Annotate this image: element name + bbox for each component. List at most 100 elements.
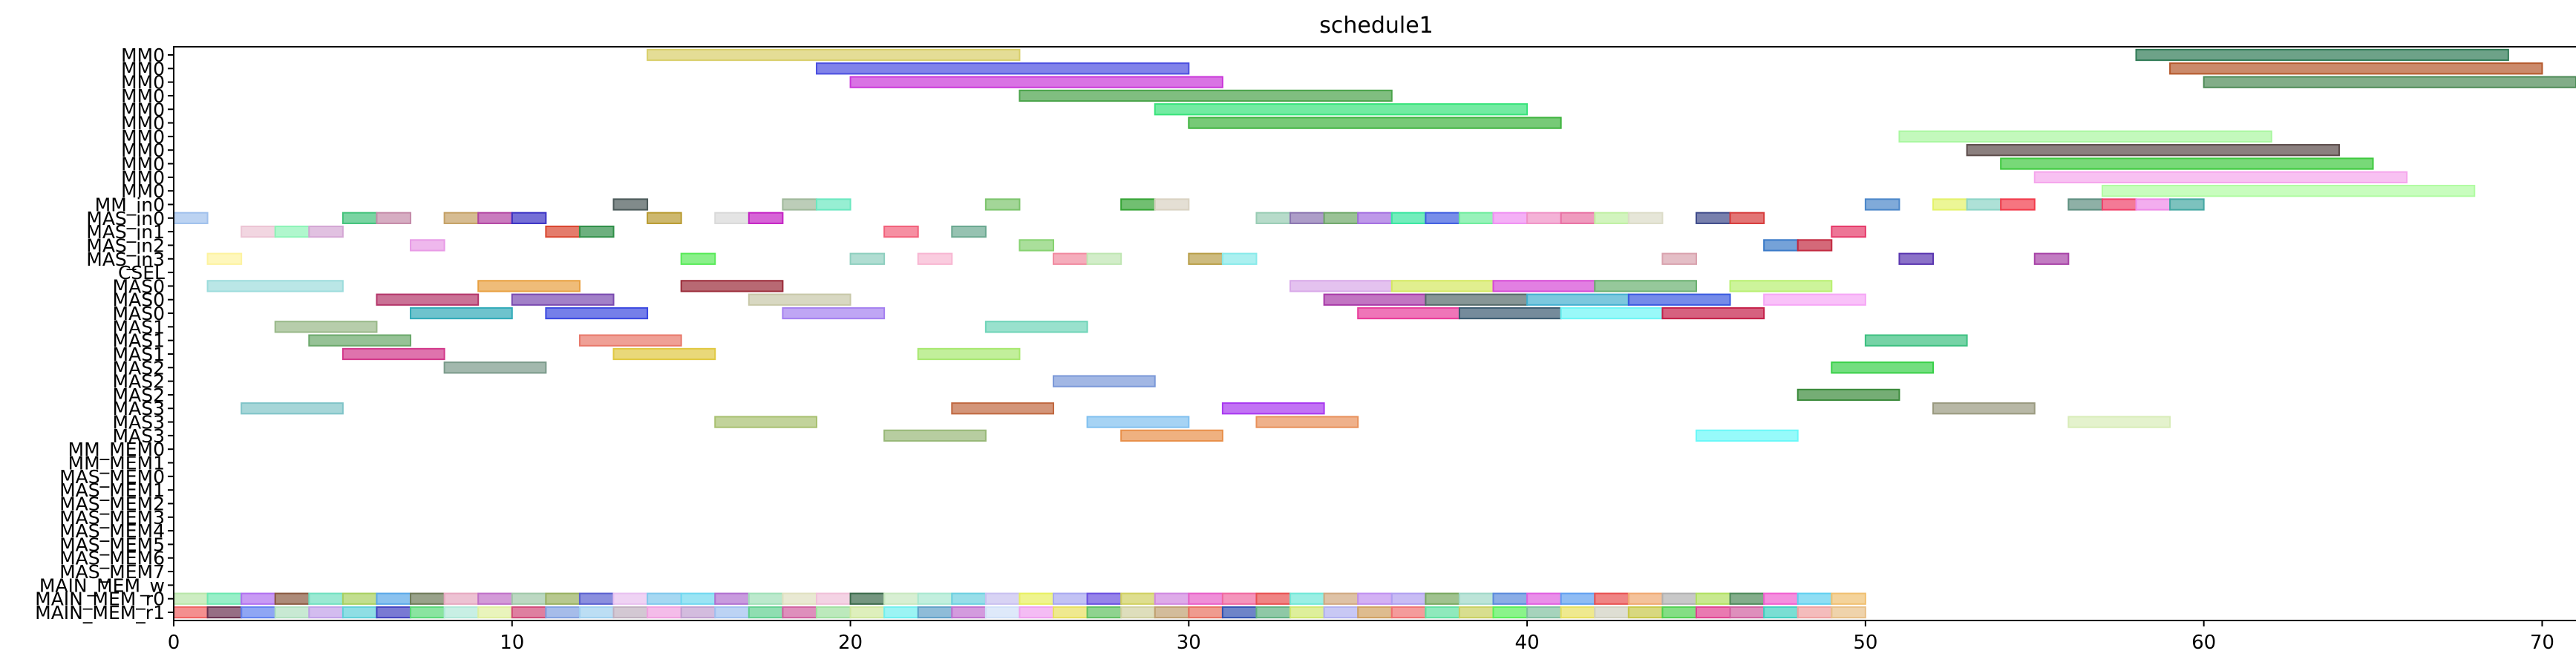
mem-r1-bar-9 bbox=[477, 606, 513, 619]
task-bar-53 bbox=[308, 225, 344, 238]
mem-r0-bar-8 bbox=[443, 592, 480, 605]
task-bar-23 bbox=[2000, 198, 2036, 211]
mem-r1-bar-21 bbox=[883, 606, 919, 619]
task-bar-111 bbox=[951, 402, 1055, 415]
row-label: MAS_in1 bbox=[86, 221, 165, 243]
mem-r1-bar-39 bbox=[1492, 606, 1529, 619]
mem-r1-bar-13 bbox=[612, 606, 649, 619]
mem-r1-bar-12 bbox=[578, 606, 615, 619]
task-bar-38 bbox=[1289, 212, 1325, 224]
mem-r0-bar-5 bbox=[341, 592, 378, 605]
mem-r1-bar-49 bbox=[1831, 606, 1866, 619]
task-bar-102 bbox=[1864, 334, 1968, 347]
task-bar-13 bbox=[2101, 185, 2476, 197]
x-tick-label: 50 bbox=[1853, 632, 1877, 654]
mem-r1-bar-27 bbox=[1086, 606, 1122, 619]
mem-r1-bar-42 bbox=[1594, 606, 1629, 619]
mem-r1-bar-38 bbox=[1458, 606, 1494, 619]
task-bar-86 bbox=[1323, 293, 1427, 306]
row-label: MAS_MEM5 bbox=[59, 534, 165, 555]
mem-r1-bar-23 bbox=[951, 606, 987, 619]
mem-r1-bar-2 bbox=[241, 606, 276, 619]
mem-r0-bar-2 bbox=[241, 592, 276, 605]
row-label: MM0 bbox=[121, 126, 165, 148]
mem-r0-bar-49 bbox=[1831, 592, 1866, 605]
row-label: MM0 bbox=[121, 85, 165, 107]
task-bar-71 bbox=[1661, 252, 1697, 265]
mem-r1-bar-15 bbox=[680, 606, 716, 619]
task-bar-104 bbox=[612, 347, 716, 361]
task-bar-119 bbox=[1120, 429, 1223, 442]
row-label: MM_MEM1 bbox=[68, 453, 165, 474]
task-bar-46 bbox=[1560, 212, 1596, 224]
task-bar-114 bbox=[714, 416, 817, 428]
task-bar-1 bbox=[2135, 48, 2509, 62]
task-bar-95 bbox=[1458, 307, 1562, 320]
task-bar-7 bbox=[1154, 103, 1529, 116]
row-label: MAS_MEM0 bbox=[59, 466, 165, 488]
task-bar-11 bbox=[2000, 157, 2374, 170]
task-bar-120 bbox=[1695, 429, 1799, 442]
mem-r0-bar-39 bbox=[1492, 592, 1529, 605]
task-bar-35 bbox=[714, 212, 750, 224]
task-bar-51 bbox=[241, 225, 276, 238]
task-bar-29 bbox=[341, 212, 378, 224]
task-bar-56 bbox=[883, 225, 919, 238]
mem-r0-bar-44 bbox=[1661, 592, 1697, 605]
row-label: MAS_MEM4 bbox=[59, 520, 165, 542]
mem-r0-bar-9 bbox=[477, 592, 513, 605]
task-bar-81 bbox=[1594, 280, 1697, 292]
task-bar-115 bbox=[1086, 416, 1190, 428]
mem-r1-bar-44 bbox=[1661, 606, 1697, 619]
task-bar-79 bbox=[1390, 280, 1494, 292]
task-bar-89 bbox=[1627, 293, 1731, 306]
task-bar-90 bbox=[1763, 293, 1866, 306]
task-bar-55 bbox=[578, 225, 615, 238]
task-bar-107 bbox=[1831, 361, 1935, 374]
mem-r0-bar-1 bbox=[206, 592, 243, 605]
task-bar-93 bbox=[782, 307, 886, 320]
task-bar-69 bbox=[1188, 252, 1223, 265]
mem-r0-bar-46 bbox=[1729, 592, 1765, 605]
chart-title: schedule1 bbox=[1319, 13, 1434, 39]
mem-r1-bar-26 bbox=[1053, 606, 1088, 619]
row-label: MAS_MEM2 bbox=[59, 493, 165, 514]
row-label: MM0 bbox=[121, 180, 165, 202]
task-bar-47 bbox=[1594, 212, 1629, 224]
mem-r0-bar-20 bbox=[849, 592, 886, 605]
row-label: MAS3 bbox=[113, 398, 165, 419]
task-bars bbox=[173, 48, 2576, 619]
task-bar-72 bbox=[1898, 252, 1935, 265]
task-bar-57 bbox=[951, 225, 987, 238]
task-bar-25 bbox=[2101, 198, 2137, 211]
mem-r0-bar-18 bbox=[782, 592, 817, 605]
row-label: MM0 bbox=[121, 72, 165, 94]
task-bar-41 bbox=[1390, 212, 1427, 224]
mem-r0-bar-29 bbox=[1154, 592, 1190, 605]
mem-r1-bar-31 bbox=[1221, 606, 1258, 619]
task-bar-34 bbox=[647, 212, 682, 224]
mem-r0-bar-38 bbox=[1458, 592, 1494, 605]
task-bar-97 bbox=[1661, 307, 1765, 320]
mem-r1-bar-7 bbox=[410, 606, 445, 619]
mem-r1-bar-34 bbox=[1323, 606, 1359, 619]
task-bar-21 bbox=[1932, 198, 1968, 211]
mem-r1-bar-16 bbox=[714, 606, 750, 619]
mem-r1-bar-36 bbox=[1390, 606, 1427, 619]
row-label: CSEL bbox=[118, 262, 165, 284]
mem-r0-bar-31 bbox=[1221, 592, 1258, 605]
mem-r0-bar-7 bbox=[410, 592, 445, 605]
mem-r1-bar-20 bbox=[849, 606, 886, 619]
task-bar-62 bbox=[1797, 239, 1833, 252]
task-bar-19 bbox=[1154, 198, 1190, 211]
task-bar-27 bbox=[2169, 198, 2205, 211]
mem-r1-bar-29 bbox=[1154, 606, 1190, 619]
row-label: MAS_in3 bbox=[86, 249, 165, 270]
task-bar-16 bbox=[815, 198, 851, 211]
task-bar-43 bbox=[1458, 212, 1494, 224]
task-bar-0 bbox=[647, 48, 1021, 62]
mem-r0-bar-37 bbox=[1425, 592, 1460, 605]
task-bar-59 bbox=[410, 239, 445, 252]
mem-r1-bar-41 bbox=[1560, 606, 1596, 619]
row-label: MAS_MEM7 bbox=[59, 561, 165, 583]
